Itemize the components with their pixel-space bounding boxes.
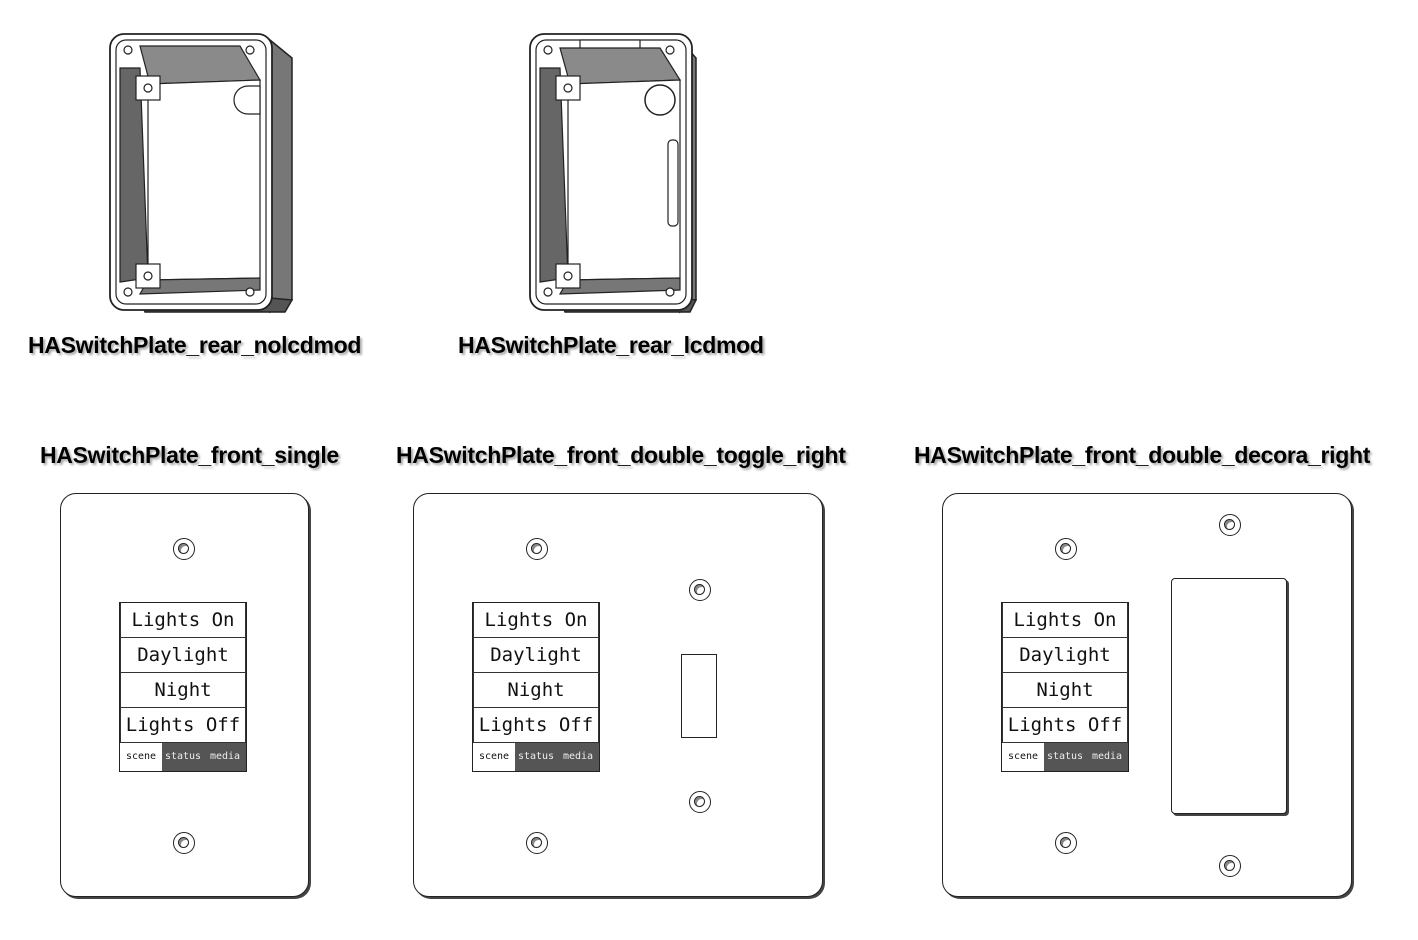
lcd-tab-status[interactable]: status <box>1044 743 1086 771</box>
rear-enclosure-lcdmod <box>529 33 698 314</box>
lcd-tab-media[interactable]: media <box>204 743 246 771</box>
lcd-tab-scene[interactable]: scene <box>1002 743 1044 771</box>
lcd-button-lights-off[interactable]: Lights Off <box>120 708 246 743</box>
label-rear-lcdmod: HASwitchPlate_rear_lcdmod <box>458 332 764 358</box>
lcd-button-daylight[interactable]: Daylight <box>120 638 246 673</box>
lcd-tab-media[interactable]: media <box>1086 743 1128 771</box>
lcd-tab-bar: scene status media <box>120 743 246 771</box>
label-front-double-toggle: HASwitchPlate_front_double_toggle_right <box>396 442 846 468</box>
lcd-screen: Lights On Daylight Night Lights Off scen… <box>472 602 600 772</box>
lcd-tab-bar: scene status media <box>1002 743 1128 771</box>
lcd-screen: Lights On Daylight Night Lights Off scen… <box>1001 602 1129 772</box>
lcd-tab-scene[interactable]: scene <box>120 743 162 771</box>
label-front-double-decora: HASwitchPlate_front_double_decora_right <box>914 442 1371 468</box>
lcd-button-lights-off[interactable]: Lights Off <box>1002 708 1128 743</box>
front-plate-single: Lights On Daylight Night Lights Off scen… <box>60 493 309 897</box>
screw-icon <box>1219 514 1241 536</box>
toggle-switch-opening <box>681 654 717 738</box>
label-rear-nolcdmod: HASwitchPlate_rear_nolcdmod <box>28 332 362 358</box>
lcd-button-daylight[interactable]: Daylight <box>1002 638 1128 673</box>
screw-icon <box>526 538 548 560</box>
screw-icon <box>173 538 195 560</box>
lcd-tab-scene[interactable]: scene <box>473 743 515 771</box>
screw-icon <box>173 832 195 854</box>
screw-icon <box>1055 832 1077 854</box>
lcd-button-night[interactable]: Night <box>473 673 599 708</box>
screw-icon <box>1219 855 1241 877</box>
lcd-tab-status[interactable]: status <box>162 743 204 771</box>
screw-icon <box>526 832 548 854</box>
lcd-tab-bar: scene status media <box>473 743 599 771</box>
lcd-button-lights-off[interactable]: Lights Off <box>473 708 599 743</box>
front-plate-double-decora: Lights On Daylight Night Lights Off scen… <box>942 493 1352 897</box>
decora-switch-opening <box>1171 578 1287 814</box>
screw-icon <box>689 579 711 601</box>
screw-icon <box>1055 538 1077 560</box>
lcd-button-night[interactable]: Night <box>1002 673 1128 708</box>
lcd-button-lights-on[interactable]: Lights On <box>473 603 599 638</box>
screw-icon <box>689 791 711 813</box>
lcd-button-lights-on[interactable]: Lights On <box>120 603 246 638</box>
lcd-button-night[interactable]: Night <box>120 673 246 708</box>
lcd-tab-media[interactable]: media <box>557 743 599 771</box>
lcd-screen: Lights On Daylight Night Lights Off scen… <box>119 602 247 772</box>
front-plate-double-toggle: Lights On Daylight Night Lights Off scen… <box>413 493 823 897</box>
label-front-single: HASwitchPlate_front_single <box>40 442 339 468</box>
lcd-button-daylight[interactable]: Daylight <box>473 638 599 673</box>
lcd-button-lights-on[interactable]: Lights On <box>1002 603 1128 638</box>
rear-enclosure-nolcdmod <box>109 33 294 314</box>
lcd-tab-status[interactable]: status <box>515 743 557 771</box>
